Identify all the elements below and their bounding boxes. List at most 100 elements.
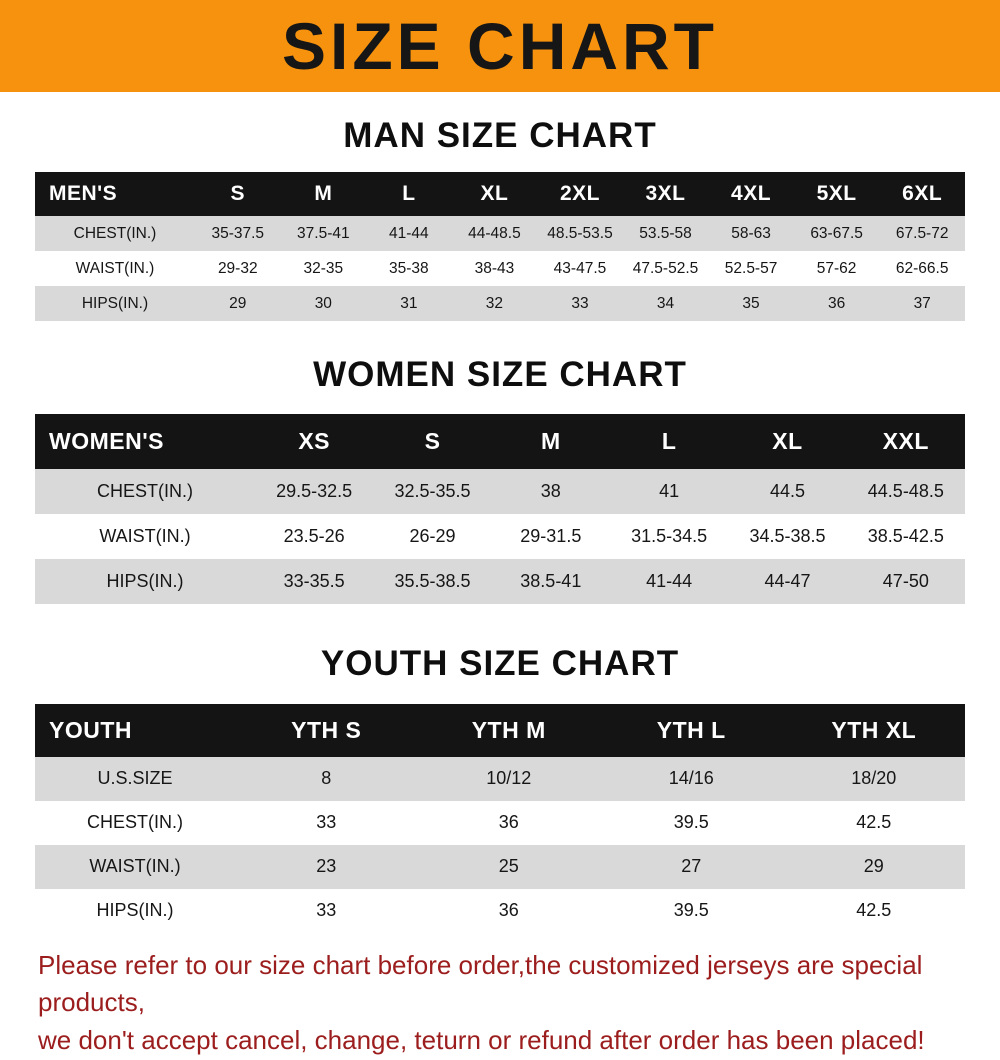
size-value-cell: 67.5-72 xyxy=(879,216,965,252)
table-header-row: YOUTH YTH S YTH M YTH L YTH XL xyxy=(35,703,965,757)
women-size-section: WOMEN SIZE CHART WOMEN'S XS S M L XL XXL CHEST(… xyxy=(0,355,1000,604)
size-value-cell: 37.5-41 xyxy=(280,216,367,252)
size-value-cell: 14/16 xyxy=(600,756,783,801)
measurement-label-cell: HIPS(IN.) xyxy=(35,558,255,604)
size-value-cell: 38 xyxy=(491,468,610,514)
size-value-cell: 44-48.5 xyxy=(451,216,538,252)
size-header-cell: YTH L xyxy=(600,703,783,757)
size-value-cell: 29 xyxy=(195,286,281,322)
size-value-cell: 23.5-26 xyxy=(283,525,345,546)
size-header-cell: 6XL xyxy=(879,172,965,217)
size-value-cell: 41-44 xyxy=(366,216,452,252)
size-value-cell: 35 xyxy=(708,286,794,322)
youth-size-section: YOUTH SIZE CHART YOUTH YTH S YTH M YTH L YTH… xyxy=(0,644,1000,933)
measurement-label-cell: WAIST(IN.) xyxy=(75,259,155,277)
size-value-cell: 29-32 xyxy=(217,259,258,277)
measurement-label-cell: CHEST(IN.) xyxy=(35,216,195,252)
size-value-cell: 42.5 xyxy=(856,812,892,833)
size-value-cell: 35.5-38.5 xyxy=(373,558,492,604)
measurement-label-cell: WAIST(IN.) xyxy=(99,525,191,546)
size-value-cell: 58-63 xyxy=(708,216,794,252)
size-value-cell: 41 xyxy=(609,468,729,514)
women-section-heading: WOMEN SIZE CHART xyxy=(313,355,687,395)
size-value-cell: 47-50 xyxy=(846,558,965,604)
size-header-cell: YTH M xyxy=(417,703,600,757)
size-value-cell: 36 xyxy=(793,286,880,322)
size-value-cell: 31.5-34.5 xyxy=(631,525,708,546)
footer-disclaimer: Please refer to our size chart before or… xyxy=(38,947,980,1060)
size-header-cell: XS xyxy=(255,413,374,469)
size-value-cell: 38-43 xyxy=(474,259,515,277)
size-value-cell: 32.5-35.5 xyxy=(373,468,492,514)
men-size-table: MEN'S S M L XL 2XL 3XL 4XL 5XL 6XL CHEST(IN.) 35-37… xyxy=(35,172,965,322)
size-value-cell: 29-31.5 xyxy=(520,525,582,546)
size-header-cell: 3XL xyxy=(622,172,709,217)
size-value-cell: 36 xyxy=(498,900,519,921)
table-row: HIPS(IN.) 29 30 31 32 33 34 35 36 37 xyxy=(35,286,965,322)
footer-line-2: we don't accept cancel, change, teturn o… xyxy=(38,1025,925,1056)
size-value-cell: 33-35.5 xyxy=(255,558,374,604)
size-value-cell: 62-66.5 xyxy=(895,259,949,277)
size-value-cell: 25 xyxy=(417,844,600,889)
table-row: HIPS(IN.) 33-35.5 35.5-38.5 38.5-41 41-44 44-… xyxy=(35,558,965,604)
table-row: U.S.SIZE 8 10/12 14/16 18/20 xyxy=(35,756,965,801)
table-row: CHEST(IN.) 33 36 39.5 42.5 xyxy=(35,801,965,845)
size-value-cell: 29 xyxy=(782,844,965,889)
measurement-label-cell: HIPS(IN.) xyxy=(96,900,174,921)
size-header-cell: S xyxy=(373,413,492,469)
size-value-cell: 57-62 xyxy=(816,259,857,277)
measurement-label-cell: HIPS(IN.) xyxy=(35,286,195,322)
table-row: HIPS(IN.) 33 36 39.5 42.5 xyxy=(35,889,965,933)
measurement-label-cell: WAIST(IN.) xyxy=(35,844,235,889)
size-value-cell: 52.5-57 xyxy=(724,259,778,277)
size-value-cell: 37 xyxy=(879,286,965,322)
table-header-row: WOMEN'S XS S M L XL XXL xyxy=(35,413,965,469)
size-value-cell: 42.5 xyxy=(856,900,892,921)
youth-size-table: YOUTH YTH S YTH M YTH L YTH XL U.S.SIZE 8 10/12… xyxy=(35,703,965,933)
size-header-cell: XXL xyxy=(846,413,965,469)
size-value-cell: 18/20 xyxy=(782,756,965,801)
size-value-cell: 10/12 xyxy=(417,756,600,801)
size-value-cell: 35-37.5 xyxy=(195,216,281,252)
size-value-cell: 27 xyxy=(600,844,783,889)
size-value-cell: 8 xyxy=(235,756,418,801)
size-value-cell: 39.5 xyxy=(673,812,709,833)
size-value-cell: 44-47 xyxy=(728,558,847,604)
size-value-cell: 33 xyxy=(537,286,623,322)
size-value-cell: 36 xyxy=(498,812,519,833)
size-header-cell: XL xyxy=(728,413,847,469)
size-value-cell: 34.5-38.5 xyxy=(749,525,826,546)
size-value-cell: 33 xyxy=(316,900,337,921)
table-row: WAIST(IN.) 23.5-26 26-29 29-31.5 31.5-34.5 34… xyxy=(35,514,965,559)
table-title-cell: WOMEN'S xyxy=(35,413,255,469)
size-value-cell: 44.5 xyxy=(728,468,847,514)
women-size-table: WOMEN'S XS S M L XL XXL CHEST(IN.) 29.5-32.5 32.5… xyxy=(35,413,965,604)
size-chart-banner: SIZE CHART xyxy=(0,0,1000,92)
footer-line-1: Please refer to our size chart before or… xyxy=(38,949,923,1018)
size-value-cell: 32 xyxy=(451,286,538,322)
table-header-row: MEN'S S M L XL 2XL 3XL 4XL 5XL 6XL xyxy=(35,172,965,217)
table-row: WAIST(IN.) 23 25 27 29 xyxy=(35,844,965,889)
size-value-cell: 48.5-53.5 xyxy=(537,216,623,252)
size-value-cell: 47.5-52.5 xyxy=(632,259,699,277)
men-size-section: MAN SIZE CHART MEN'S S M L XL 2XL 3XL 4XL 5XL 6XL… xyxy=(0,116,1000,322)
size-value-cell: 63-67.5 xyxy=(793,216,880,252)
size-header-cell: YTH XL xyxy=(782,703,965,757)
size-value-cell: 29.5-32.5 xyxy=(255,468,374,514)
measurement-label-cell: U.S.SIZE xyxy=(35,756,235,801)
measurement-label-cell: CHEST(IN.) xyxy=(87,812,183,833)
size-value-cell: 39.5 xyxy=(673,900,709,921)
men-section-heading: MAN SIZE CHART xyxy=(343,116,657,155)
size-value-cell: 31 xyxy=(366,286,452,322)
measurement-label-cell: CHEST(IN.) xyxy=(35,468,255,514)
banner-title: SIZE CHART xyxy=(282,9,718,83)
table-row: CHEST(IN.) 35-37.5 37.5-41 41-44 44-48.5 48.5… xyxy=(35,216,965,252)
size-header-cell: M xyxy=(491,413,610,469)
size-value-cell: 41-44 xyxy=(609,558,729,604)
size-header-cell: 2XL xyxy=(537,172,623,217)
size-value-cell: 33 xyxy=(316,812,337,833)
size-value-cell: 44.5-48.5 xyxy=(846,468,965,514)
table-row: WAIST(IN.) 29-32 32-35 35-38 38-43 43-47.5 47.… xyxy=(35,251,965,286)
size-value-cell: 23 xyxy=(235,844,418,889)
size-header-cell: 5XL xyxy=(793,172,880,217)
